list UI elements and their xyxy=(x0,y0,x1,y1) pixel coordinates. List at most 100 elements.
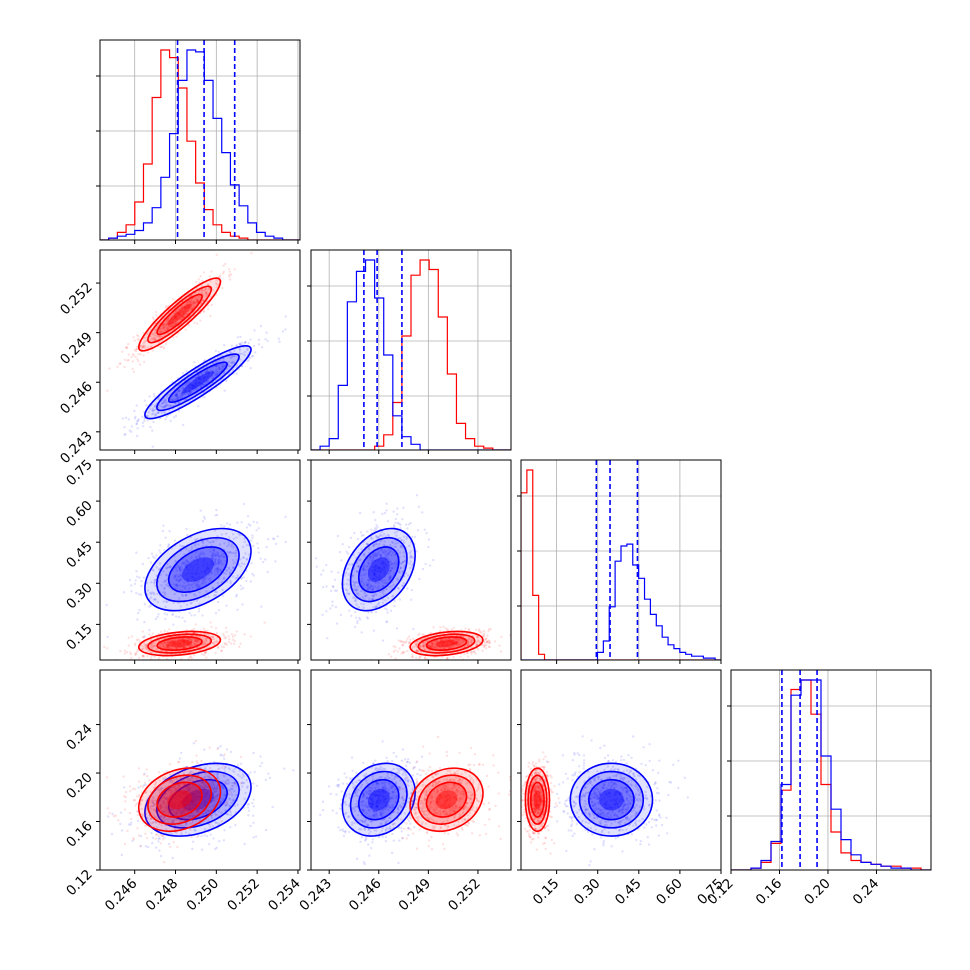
density-fill xyxy=(167,303,192,326)
scatter-point xyxy=(142,642,146,645)
scatter-point xyxy=(450,628,453,631)
scatter-point xyxy=(162,644,165,648)
scatter-point xyxy=(266,570,269,574)
scatter-point xyxy=(219,561,222,564)
scatter-point xyxy=(370,569,373,572)
scatter-point xyxy=(415,550,418,553)
scatter-point xyxy=(251,814,255,817)
scatter-point xyxy=(165,643,168,647)
scatter-point xyxy=(390,563,394,566)
scatter-point xyxy=(226,550,229,554)
scatter-point xyxy=(346,589,349,592)
scatter-point xyxy=(425,532,428,535)
scatter-point xyxy=(169,845,172,849)
scatter-point xyxy=(203,289,207,292)
scatter-point xyxy=(160,405,164,409)
scatter-point xyxy=(190,601,193,604)
scatter-point xyxy=(251,536,254,539)
scatter-point xyxy=(161,644,165,647)
scatter-point xyxy=(206,371,210,374)
scatter-point xyxy=(183,586,187,589)
scatter-point xyxy=(402,506,405,509)
scatter-point xyxy=(247,806,250,809)
scatter-point xyxy=(365,583,369,587)
scatter-point xyxy=(166,327,169,330)
scatter-point xyxy=(452,638,455,641)
scatter-point xyxy=(231,355,234,359)
scatter-point xyxy=(170,639,173,642)
scatter-point xyxy=(354,616,358,619)
scatter-point xyxy=(454,643,458,646)
scatter-point xyxy=(159,404,162,407)
scatter-point xyxy=(252,344,256,348)
scatter-point xyxy=(371,577,374,580)
scatter-point xyxy=(151,445,154,448)
scatter-point xyxy=(378,565,381,569)
scatter-point xyxy=(182,640,186,643)
scatter-point xyxy=(203,376,206,379)
scatter-point xyxy=(194,639,197,642)
scatter-point xyxy=(452,639,455,642)
scatter-point xyxy=(151,568,154,571)
scatter-point xyxy=(151,632,155,635)
scatter-point xyxy=(192,386,195,389)
scatter-point xyxy=(213,374,216,377)
scatter-point xyxy=(470,639,473,642)
scatter-point xyxy=(375,535,379,538)
scatter-point xyxy=(232,575,235,578)
scatter-point xyxy=(192,577,195,580)
scatter-point xyxy=(181,394,184,397)
scatter-point xyxy=(482,635,486,638)
scatter-point xyxy=(177,401,181,404)
density-fill xyxy=(182,557,214,582)
scatter-point xyxy=(216,553,220,556)
scatter-point xyxy=(184,328,187,331)
scatter-point xyxy=(193,321,196,324)
scatter-point xyxy=(183,620,186,623)
scatter-point xyxy=(204,372,208,376)
scatter-point xyxy=(217,370,220,373)
scatter-point xyxy=(220,649,223,652)
scatter-point xyxy=(362,564,366,568)
scatter-point xyxy=(176,845,179,849)
scatter-point xyxy=(184,304,188,307)
scatter-point xyxy=(136,434,139,438)
scatter-point xyxy=(448,640,451,643)
scatter-point xyxy=(181,584,184,587)
scatter-point xyxy=(152,644,156,648)
scatter-point xyxy=(209,569,212,573)
panel-background xyxy=(100,250,300,450)
scatter-point xyxy=(377,536,380,539)
scatter-point xyxy=(267,772,270,775)
scatter-point xyxy=(177,315,180,318)
scatter-point xyxy=(356,621,359,625)
scatter-points xyxy=(314,494,435,642)
scatter-point xyxy=(217,366,221,369)
scatter-point xyxy=(177,389,181,392)
scatter-point xyxy=(240,562,244,565)
scatter-point xyxy=(395,563,398,566)
scatter-point xyxy=(216,582,219,585)
scatter-point xyxy=(185,603,189,607)
scatter-point xyxy=(181,639,184,643)
scatter-point xyxy=(188,390,191,393)
scatter-point xyxy=(191,307,194,310)
scatter-point xyxy=(192,559,195,562)
scatter-point xyxy=(182,312,185,315)
scatter-point xyxy=(209,571,213,574)
scatter-point xyxy=(351,574,355,577)
scatter-point xyxy=(241,603,244,606)
scatter-panel: 0.246 0.248 0.250 0.252 0.2540.120.160.200.2… xyxy=(63,669,304,914)
scatter-point xyxy=(180,751,183,755)
scatter-point xyxy=(377,578,381,581)
scatter-point xyxy=(187,309,191,313)
scatter-point xyxy=(186,312,189,316)
scatter-point xyxy=(195,638,198,641)
scatter-point xyxy=(162,549,166,552)
scatter-point xyxy=(177,396,180,400)
scatter-point xyxy=(159,642,162,646)
scatter-point xyxy=(445,645,448,648)
scatter-point xyxy=(181,593,184,596)
scatter-point xyxy=(431,644,434,647)
scatter-point xyxy=(216,568,219,571)
